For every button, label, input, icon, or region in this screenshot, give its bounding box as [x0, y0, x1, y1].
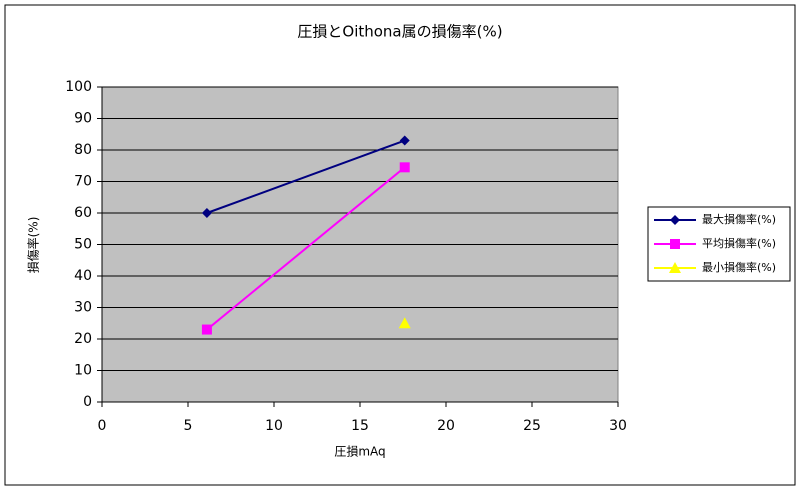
- x-tick-label: 5: [184, 418, 193, 434]
- y-tick-label: 10: [74, 363, 92, 379]
- y-tick-label: 70: [74, 174, 92, 190]
- marker: [399, 162, 410, 173]
- marker: [398, 317, 411, 329]
- legend-marker: [670, 215, 680, 225]
- y-tick-label: 30: [74, 300, 92, 316]
- y-axis-label: 損傷率(%): [26, 217, 41, 274]
- legend-marker: [670, 239, 680, 249]
- marker: [399, 135, 410, 146]
- y-tick-label: 40: [74, 268, 92, 284]
- series-line: [206, 166, 406, 331]
- x-axis-label: 圧損mAq: [334, 444, 385, 459]
- marker: [201, 324, 212, 335]
- y-tick-label: 80: [74, 142, 92, 158]
- legend-marker: [669, 262, 681, 273]
- x-tick-label: 30: [609, 418, 627, 434]
- marker: [201, 208, 212, 218]
- chart-title: 圧損とOithona属の損傷率(%): [297, 23, 502, 41]
- x-tick-label: 20: [437, 418, 455, 434]
- legend-label: 最大損傷率(%): [702, 212, 776, 226]
- y-tick-label: 0: [83, 394, 92, 410]
- y-tick-label: 60: [74, 205, 92, 221]
- legend-label: 平均損傷率(%): [702, 236, 776, 250]
- y-tick-label: 20: [74, 331, 92, 347]
- x-tick-label: 25: [523, 418, 541, 434]
- legend-label: 最小損傷率(%): [702, 260, 776, 274]
- y-tick-label: 100: [65, 79, 92, 95]
- y-tick-label: 50: [74, 237, 92, 253]
- series-line: [206, 139, 406, 214]
- x-tick-label: 0: [98, 418, 107, 434]
- x-tick-label: 15: [351, 418, 369, 434]
- y-tick-label: 90: [74, 111, 92, 127]
- x-tick-label: 10: [265, 418, 283, 434]
